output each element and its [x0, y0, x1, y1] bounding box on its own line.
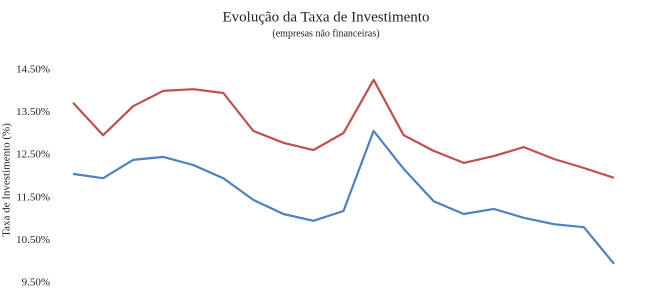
chart-subtitle: (empresas não financeiras) [272, 28, 379, 39]
y-tick-label: 11.50% [16, 191, 50, 203]
y-tick-label: 13.50% [16, 106, 50, 118]
y-axis-label: Taxa de Investimento (%) [1, 123, 13, 237]
y-tick-label: 14.50% [16, 64, 50, 76]
y-tick-label: 10.50% [16, 234, 50, 246]
series-line [72, 78, 615, 179]
chart-title: Evolução da Taxa de Investimento [223, 9, 430, 25]
series-line [72, 129, 615, 265]
y-tick-label: 12.50% [16, 149, 50, 161]
y-tick-label: 9.50% [22, 277, 50, 289]
